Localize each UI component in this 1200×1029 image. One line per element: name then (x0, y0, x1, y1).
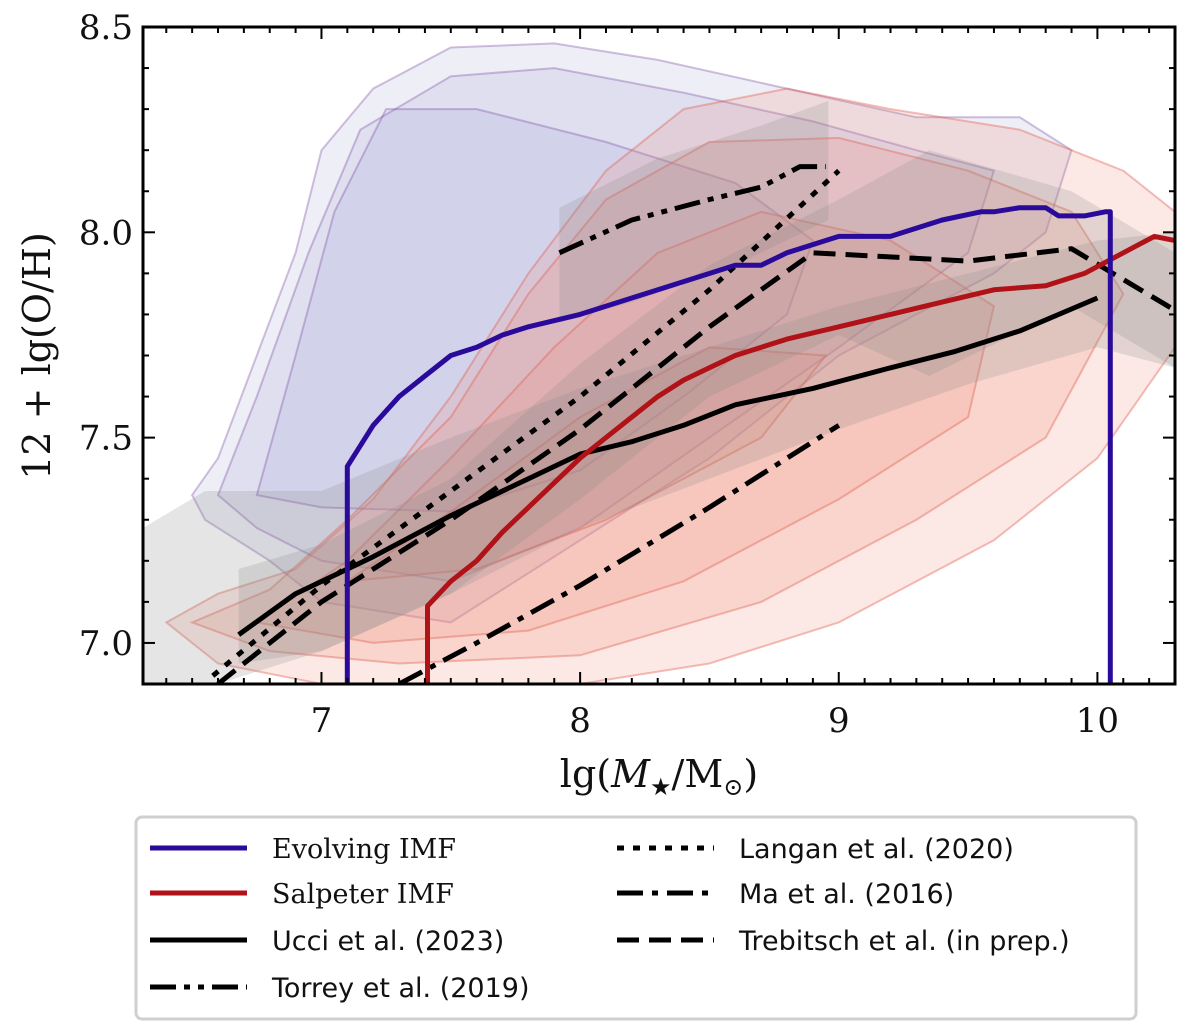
contour-salpeter-level-2 (254, 210, 996, 644)
x-tick-label: 7 (311, 701, 333, 741)
legend-label: Torrey et al. (2019) (271, 973, 530, 1004)
y-axis-label: 12 + lg(O/H) (15, 232, 59, 480)
series-line-torrey-et-al-2019 (558, 164, 826, 256)
y-tick-label: 8.5 (79, 8, 133, 48)
legend-label: Salpeter IMF (272, 879, 454, 910)
series-line-langan-et-al-2020 (211, 168, 841, 678)
legend-item: Salpeter IMF (150, 879, 454, 910)
contour-evolving-level-0 (190, 42, 1073, 624)
band-trebitsch (238, 150, 1175, 664)
legend-label: Langan et al. (2020) (739, 834, 1014, 865)
series-line-trebitsch-et-al-in-prep (216, 246, 1175, 684)
band-torrey (559, 100, 829, 323)
plot-area (143, 42, 1175, 684)
legend-label: Trebitsch et al. (in prep.) (738, 926, 1070, 957)
legend-label: Evolving IMF (272, 834, 456, 865)
scatter-bands (143, 100, 1175, 684)
series-line-ma-et-al-2016 (397, 423, 841, 684)
legend-frame (134, 815, 1138, 1021)
x-tick-label: 10 (1076, 701, 1119, 741)
series-line-salpeter-imf (425, 233, 1175, 684)
y-tick-label: 8.0 (79, 213, 133, 253)
legend-item: Ucci et al. (2023) (150, 926, 504, 957)
x-tick-label: 8 (569, 701, 591, 741)
x-axis-label: lg(M★/M⊙) (560, 752, 758, 801)
legend-item: Langan et al. (2020) (617, 834, 1014, 865)
contours-evolving-imf (190, 42, 1073, 624)
band-ucci (143, 232, 1175, 684)
x-tick-label: 9 (828, 701, 850, 741)
series-line-evolving-imf (344, 205, 1113, 684)
contour-salpeter-level-3 (346, 346, 828, 583)
contour-evolving-level-1 (216, 67, 996, 583)
legend-label: Ucci et al. (2023) (272, 926, 504, 957)
legend-item: Torrey et al. (2019) (150, 973, 530, 1004)
series-line-ucci-et-al-2023 (237, 295, 1099, 637)
axis-ticks (143, 26, 1176, 685)
y-tick-label: 7.0 (79, 624, 133, 664)
legend-item: Ma et al. (2016) (617, 879, 954, 910)
tick-labels: 7 8 9 10 7.0 7.5 8.0 8.5 (79, 8, 1119, 741)
legend-item: Trebitsch et al. (in prep.) (617, 926, 1070, 957)
y-tick-label: 7.5 (79, 419, 133, 459)
legend-item: Evolving IMF (150, 834, 456, 865)
legend-label: Ma et al. (2016) (739, 879, 954, 910)
legend: Evolving IMF Salpeter IMF Ucci et al. (202… (134, 815, 1138, 1021)
series-lines (211, 164, 1175, 684)
